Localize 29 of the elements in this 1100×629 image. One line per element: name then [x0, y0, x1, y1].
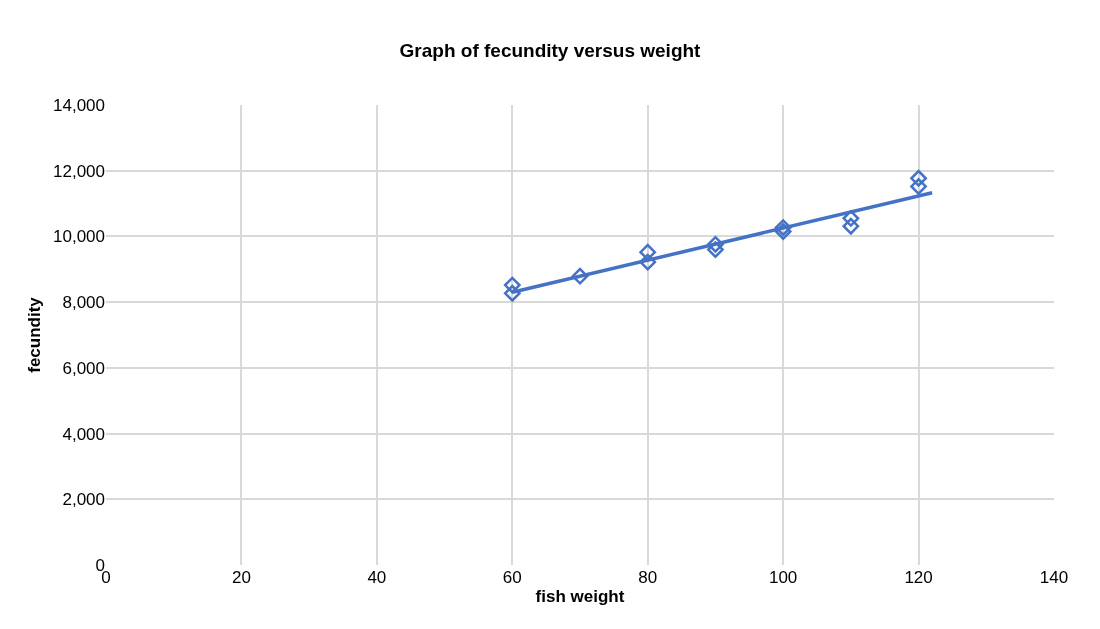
point	[571, 267, 589, 285]
y-axis-title: fecundity	[24, 296, 44, 373]
y-tick-label: 4,000	[62, 424, 105, 444]
y-tick-label: 14,000	[53, 95, 105, 115]
x-tick-label: 100	[768, 568, 798, 587]
point	[639, 243, 657, 261]
point	[707, 241, 724, 258]
point	[503, 284, 521, 302]
y-tick-label: 12,000	[53, 161, 105, 181]
y-tick-label: 2,000	[62, 490, 105, 510]
point	[639, 253, 657, 271]
x-tick-label: 140	[1039, 568, 1069, 587]
point	[842, 217, 860, 235]
y-tick-label: 8,000	[62, 293, 105, 313]
x-tick-label: 40	[367, 568, 387, 587]
point	[503, 276, 521, 294]
chart-title: Graph of fecundity versus weight	[399, 40, 702, 62]
x-tick-label: 120	[904, 568, 933, 587]
point	[707, 235, 724, 253]
point	[910, 169, 927, 187]
x-tick-label: 20	[231, 568, 251, 587]
point	[774, 223, 792, 240]
point	[910, 178, 927, 195]
x-axis-title: fish weight	[535, 587, 625, 607]
y-tick-label: 10,000	[53, 227, 105, 247]
x-tick-label: 80	[638, 568, 658, 587]
y-tick-label: 6,000	[62, 358, 105, 378]
x-tick-label: 60	[502, 568, 522, 587]
point	[774, 219, 792, 236]
